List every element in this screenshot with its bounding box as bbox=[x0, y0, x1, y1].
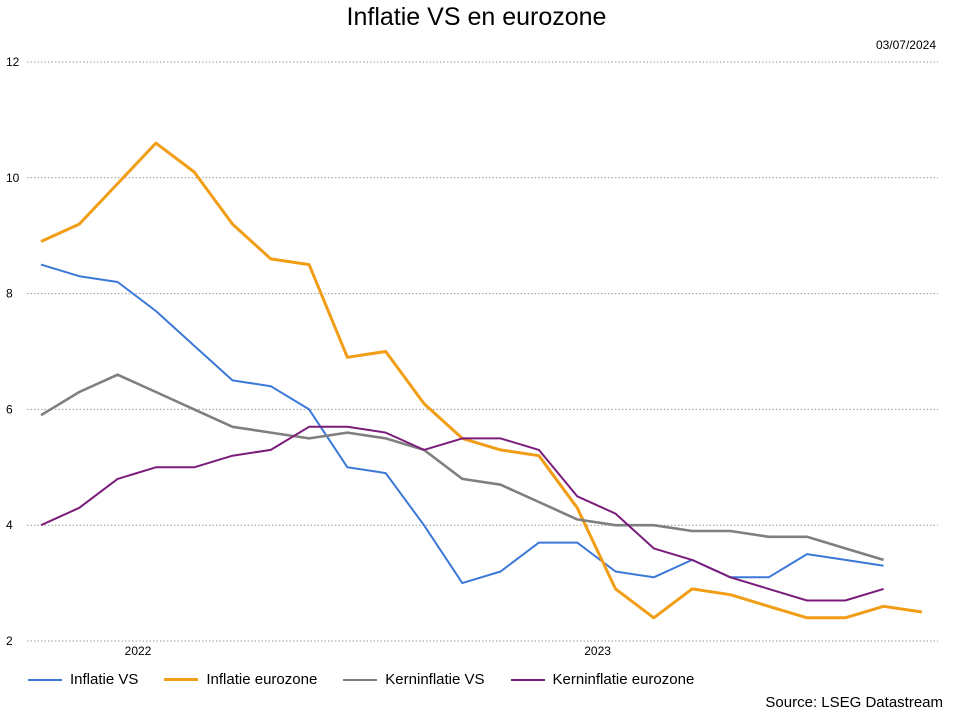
source-note: Source: LSEG Datastream bbox=[765, 694, 943, 711]
legend-item: Inflatie eurozone bbox=[164, 671, 317, 688]
x-tick-label: 2023 bbox=[584, 644, 611, 658]
legend-swatch bbox=[343, 678, 378, 681]
legend-item: Inflatie VS bbox=[28, 671, 138, 688]
legend-swatch bbox=[164, 678, 199, 681]
series-lines bbox=[40, 141, 923, 620]
legend-swatch bbox=[510, 678, 545, 681]
series-line-inflatie-eurozone bbox=[40, 141, 923, 620]
y-tick-label: 6 bbox=[6, 402, 13, 416]
legend-swatch bbox=[28, 678, 62, 681]
y-tick-label: 8 bbox=[6, 287, 13, 301]
gridlines bbox=[27, 61, 938, 642]
series-line-inflatie-vs bbox=[40, 263, 884, 585]
chart-title: Inflatie VS en eurozone bbox=[346, 3, 607, 31]
chart-date: 03/07/2024 bbox=[875, 38, 936, 52]
y-axis-ticks: 2 4 6 8 10 12 bbox=[6, 55, 20, 648]
y-tick-label: 12 bbox=[6, 55, 20, 69]
y-tick-label: 10 bbox=[6, 171, 20, 185]
y-tick-label: 2 bbox=[6, 634, 13, 648]
legend: Inflatie VS Inflatie eurozone Kerninflatie… bbox=[28, 671, 720, 688]
series-line-kerninflatie-eurozone bbox=[40, 425, 884, 602]
y-tick-label: 4 bbox=[6, 518, 13, 532]
series-line-kerninflatie-vs bbox=[40, 373, 884, 562]
legend-label: Kerninflatie VS bbox=[385, 671, 485, 688]
legend-item: Kerninflatie eurozone bbox=[510, 671, 695, 688]
legend-label: Kerninflatie eurozone bbox=[552, 671, 695, 688]
legend-item: Kerninflatie VS bbox=[343, 671, 485, 688]
x-axis-ticks: 202220232024 bbox=[125, 644, 612, 658]
legend-label: Inflatie eurozone bbox=[206, 671, 318, 688]
x-tick-label: 2022 bbox=[125, 644, 152, 658]
legend-label: Inflatie VS bbox=[70, 671, 139, 688]
